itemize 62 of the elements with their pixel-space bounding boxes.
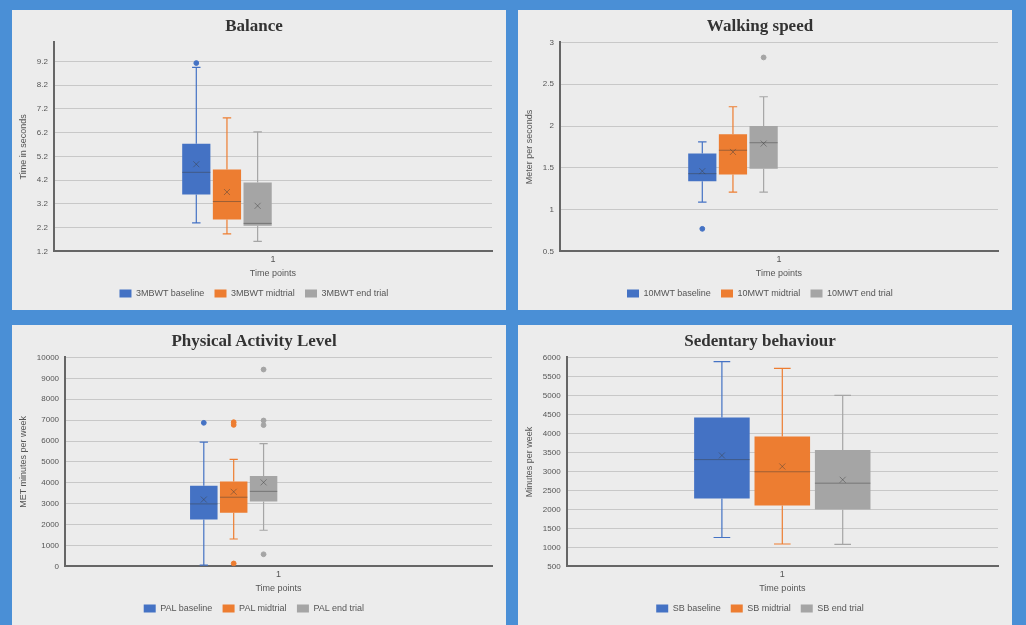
x-axis-title: Time points — [249, 268, 297, 279]
y-tick-label: 6000 — [41, 436, 60, 446]
y-tick-label: 1000 — [41, 540, 60, 550]
legend-label: 10MWT end trial — [827, 287, 893, 298]
y-tick-label: 9000 — [41, 373, 60, 383]
legend-label: SB baseline — [672, 602, 721, 613]
legend-label: PAL end trial — [313, 602, 364, 613]
y-tick-label: 2 — [549, 121, 555, 131]
y-tick-label: 2000 — [542, 504, 562, 514]
y-tick-label: 3000 — [41, 498, 60, 508]
y-axis-title: Minutes per week — [523, 426, 534, 498]
y-tick-label: 2.2 — [36, 222, 49, 232]
y-tick-label: 6.2 — [36, 127, 49, 137]
legend-label: SB end trial — [817, 602, 864, 613]
y-tick-label: 3.2 — [36, 199, 49, 209]
y-tick-label: 1.5 — [542, 163, 555, 172]
legend-label: 10MWT baseline — [643, 287, 711, 298]
chart-title: Balance — [225, 15, 284, 35]
legend-label: PAL baseline — [160, 602, 213, 613]
y-tick-label: 5500 — [542, 371, 562, 381]
chart-title: Walking speed — [706, 15, 814, 35]
chart-title: Sedentary behaviour — [684, 330, 837, 350]
y-tick-label: 1500 — [542, 523, 562, 533]
y-tick-label: 0.5 — [542, 246, 555, 256]
x-axis-title: Time points — [755, 268, 803, 279]
x-axis-title: Time points — [759, 583, 806, 594]
y-tick-label: 3500 — [542, 447, 562, 457]
legend-label: 3MBWT midtrial — [231, 287, 295, 298]
y-tick-label: 4000 — [41, 478, 60, 487]
y-tick-label: 1 — [549, 204, 555, 214]
y-tick-label: 7.2 — [36, 104, 49, 114]
y-axis-title: Meter per seconds — [523, 109, 534, 185]
legend-label: 10MWT midtrial — [737, 287, 801, 298]
y-tick-label: 8000 — [41, 394, 60, 404]
legend-label: PAL midtrial — [239, 602, 287, 613]
y-tick-label: 3000 — [542, 466, 562, 476]
y-axis-title: Time in seconds — [17, 113, 28, 180]
y-tick-label: 0 — [54, 561, 60, 571]
y-tick-label: 5000 — [542, 390, 562, 400]
y-tick-label: 9.2 — [36, 56, 49, 66]
y-tick-label: 4500 — [542, 409, 562, 419]
y-tick-label: 500 — [547, 561, 562, 571]
y-tick-label: 7000 — [41, 415, 60, 425]
legend-label: 3MBWT baseline — [135, 287, 205, 298]
y-tick-label: 1.2 — [36, 246, 49, 256]
y-tick-label: 2.5 — [542, 79, 555, 89]
y-tick-label: 2500 — [542, 485, 562, 495]
y-tick-label: 10000 — [36, 352, 60, 362]
legend-label: 3MBWT end trial — [321, 287, 389, 298]
y-tick-label: 3 — [549, 37, 555, 47]
y-tick-label: 2000 — [41, 519, 60, 529]
y-tick-label: 4.2 — [36, 175, 49, 185]
y-tick-label: 5.2 — [36, 151, 49, 161]
x-axis-title: Time points — [255, 583, 303, 594]
y-tick-label: 8.2 — [36, 80, 49, 90]
chart-title: Physical Activity Level — [171, 330, 337, 350]
legend-label: SB midtrial — [747, 602, 791, 613]
y-axis-title: MET minutes per week — [17, 415, 28, 508]
y-tick-label: 4000 — [542, 428, 562, 438]
y-tick-label: 5000 — [41, 457, 60, 467]
y-tick-label: 6000 — [542, 352, 562, 362]
y-tick-label: 1000 — [542, 542, 562, 552]
